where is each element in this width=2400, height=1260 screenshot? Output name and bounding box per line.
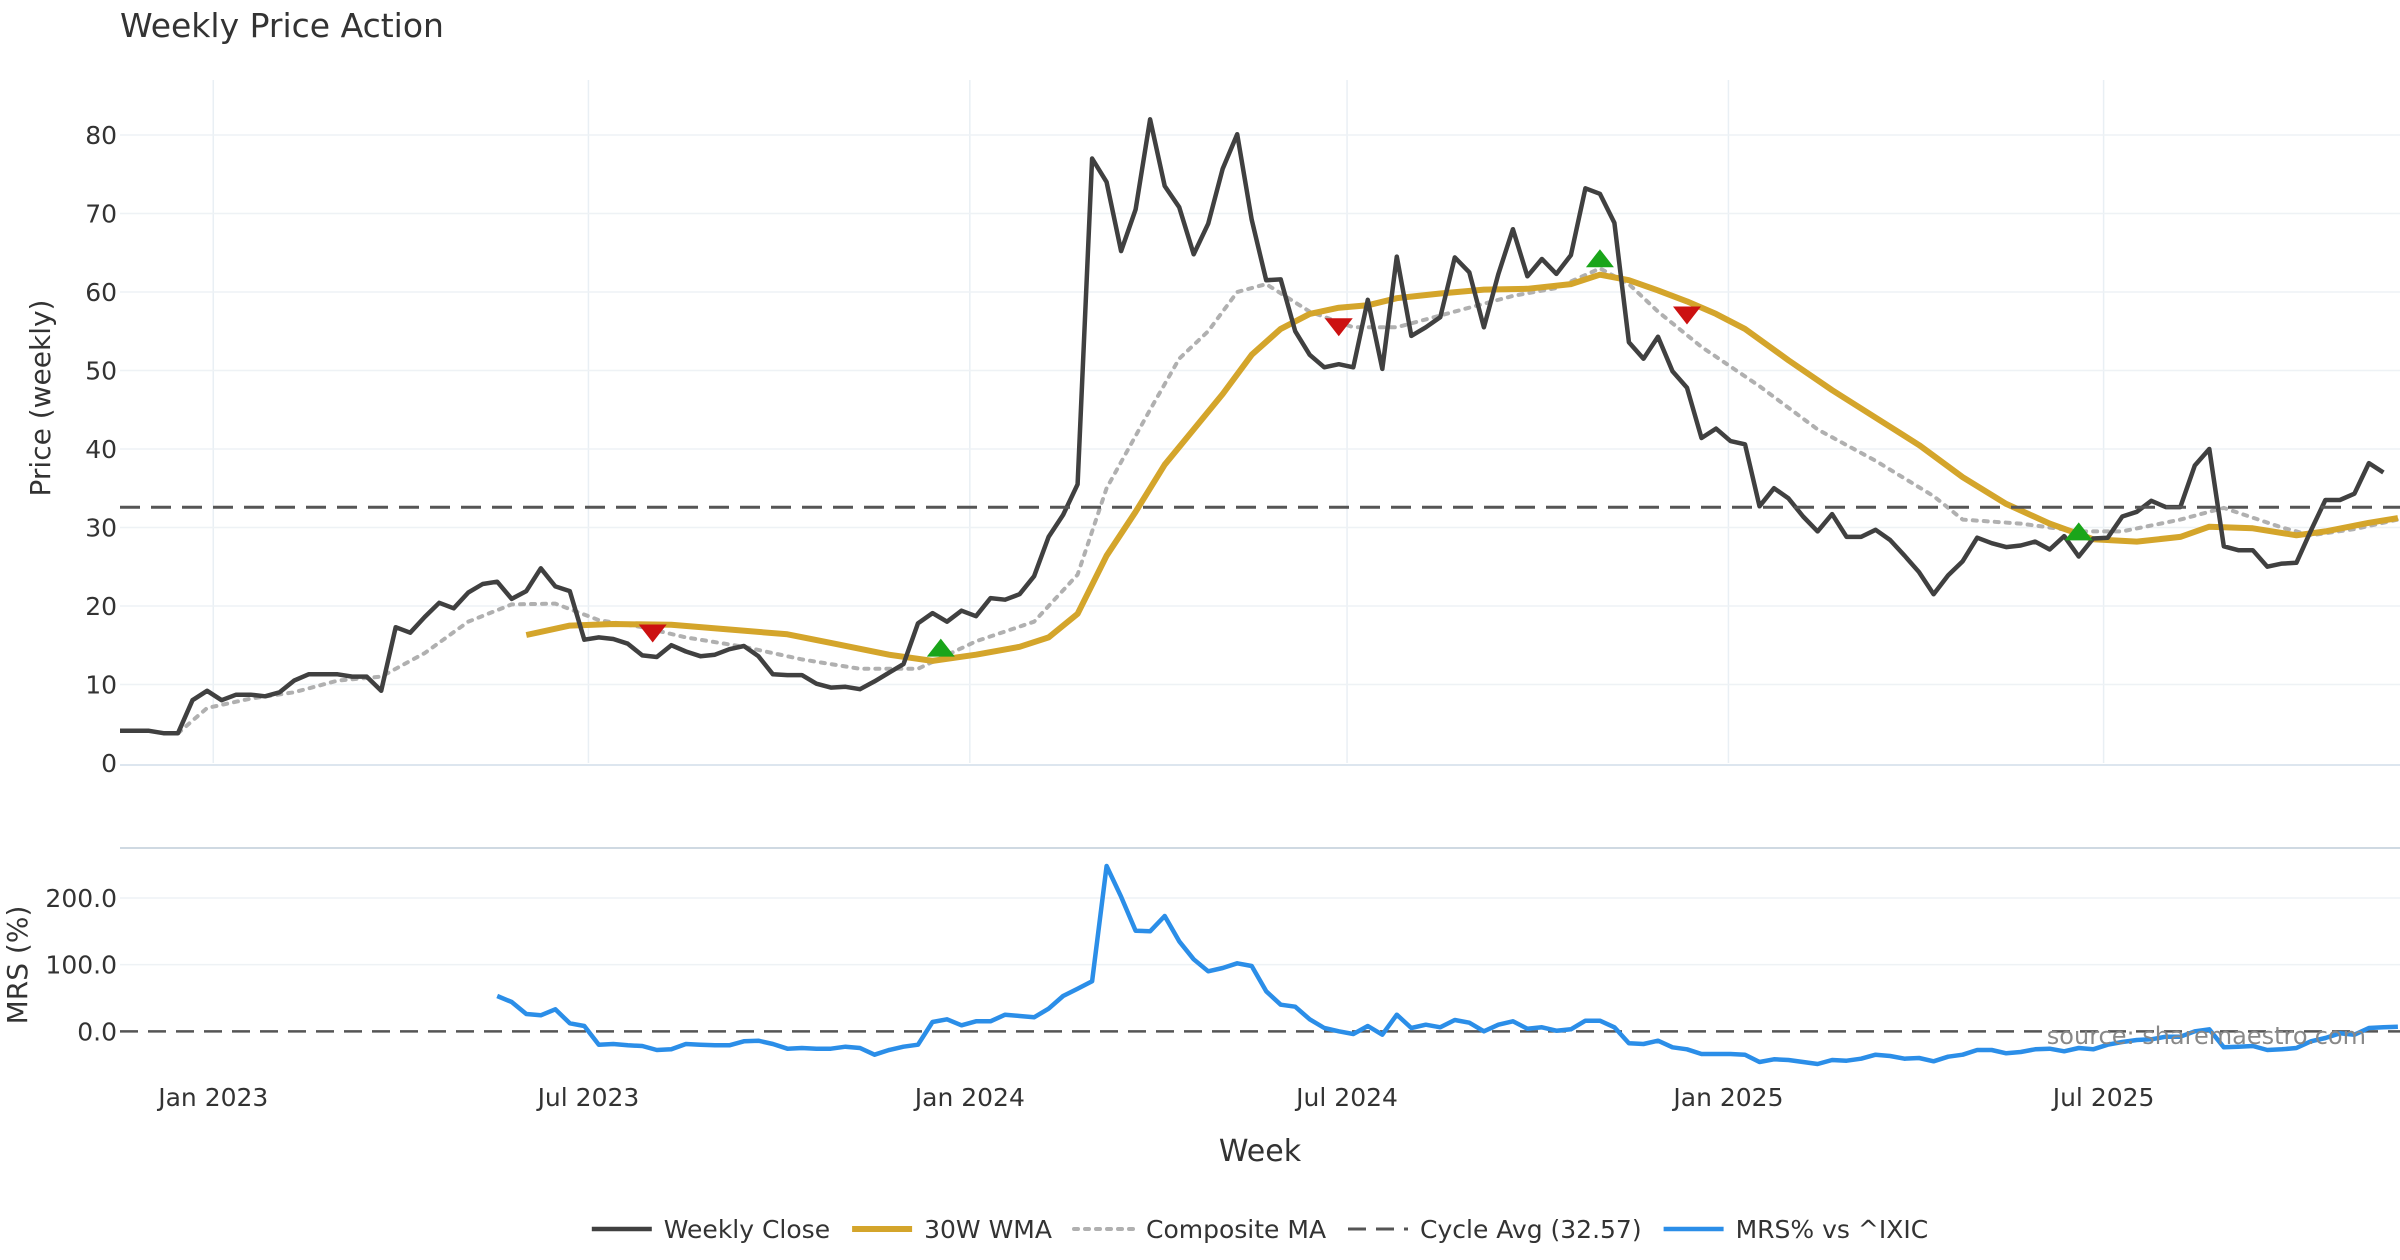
buy-signal-marker [926, 638, 955, 657]
source-note: source: sharemaestro.com [2047, 1022, 2366, 1050]
legend-label: Composite MA [1146, 1215, 1326, 1244]
legend-item-composite: Composite MA [1072, 1215, 1326, 1244]
mrs-y-tick-labels: 0.0 100.0 200.0 [45, 884, 117, 1046]
price-y-tick-label: 0 [101, 749, 117, 778]
sell-signal-marker [1672, 306, 1701, 325]
x-tick-label: Jan 2025 [1671, 1083, 1783, 1112]
signal-markers [638, 249, 2093, 657]
mrs-series-lines [496, 863, 2398, 1067]
x-tick-label: Jul 2023 [536, 1083, 640, 1112]
price-horizontal-grid [120, 134, 2400, 686]
price-panel: 0 10 20 30 40 50 60 70 80 Price (weekly) [24, 80, 2400, 778]
price-y-tick-label: 80 [85, 121, 117, 150]
buy-signal-marker [1585, 249, 1614, 268]
sell-signal-marker [638, 624, 667, 643]
mrs-y-tick-label: 200.0 [45, 884, 117, 913]
price-vertical-grid [212, 80, 2105, 763]
price-y-tick-label: 30 [85, 513, 117, 542]
legend-label: Weekly Close [664, 1215, 830, 1244]
legend: Weekly Close 30W WMA Composite MA Cycle Avg… [591, 1215, 1929, 1244]
series-line-mrs [496, 863, 2398, 1067]
x-tick-label: Jul 2025 [2051, 1083, 2155, 1112]
legend-item-wma: 30W WMA [852, 1215, 1052, 1244]
x-axis-tick-labels: Jan 2023 Jul 2023 Jan 2024 Jul 2024 Jan 2025… [156, 1083, 2154, 1112]
mrs-panel: 0.0 100.0 200.0 MRS (%) [1, 863, 2400, 1067]
x-tick-label: Jul 2024 [1294, 1083, 1398, 1112]
legend-label: 30W WMA [924, 1215, 1052, 1244]
legend-item-close: Weekly Close [591, 1215, 830, 1244]
x-tick-label: Jan 2023 [156, 1083, 268, 1112]
legend-label: Cycle Avg (32.57) [1420, 1215, 1642, 1244]
price-y-axis-label: Price (weekly) [24, 300, 57, 497]
legend-item-mrs: MRS% vs ^IXIC [1663, 1215, 1929, 1244]
legend-item-cycle: Cycle Avg (32.57) [1348, 1215, 1642, 1244]
price-y-tick-label: 10 [85, 670, 117, 699]
mrs-y-tick-label: 0.0 [77, 1017, 117, 1046]
legend-label: MRS% vs ^IXIC [1736, 1215, 1929, 1244]
price-y-tick-label: 60 [85, 278, 117, 307]
mrs-horizontal-grid [120, 897, 2400, 966]
mrs-y-tick-label: 100.0 [45, 951, 117, 980]
price-series-lines [120, 117, 2400, 736]
series-line-composite [176, 266, 2400, 736]
chart-title: Weekly Price Action [120, 6, 444, 45]
price-y-tick-label: 50 [85, 356, 117, 385]
price-y-tick-label: 70 [85, 199, 117, 228]
series-line-wma [525, 271, 2399, 664]
buy-signal-marker [2064, 522, 2093, 541]
series-line-close [120, 117, 2385, 736]
price-y-tick-label: 40 [85, 435, 117, 464]
mrs-y-axis-label: MRS (%) [1, 906, 34, 1025]
sell-signal-marker [1324, 318, 1353, 337]
x-tick-label: Jan 2024 [913, 1083, 1025, 1112]
x-axis-label: Week [1219, 1134, 1302, 1169]
price-y-tick-labels: 0 10 20 30 40 50 60 70 80 [85, 121, 117, 778]
price-y-tick-label: 20 [85, 592, 117, 621]
